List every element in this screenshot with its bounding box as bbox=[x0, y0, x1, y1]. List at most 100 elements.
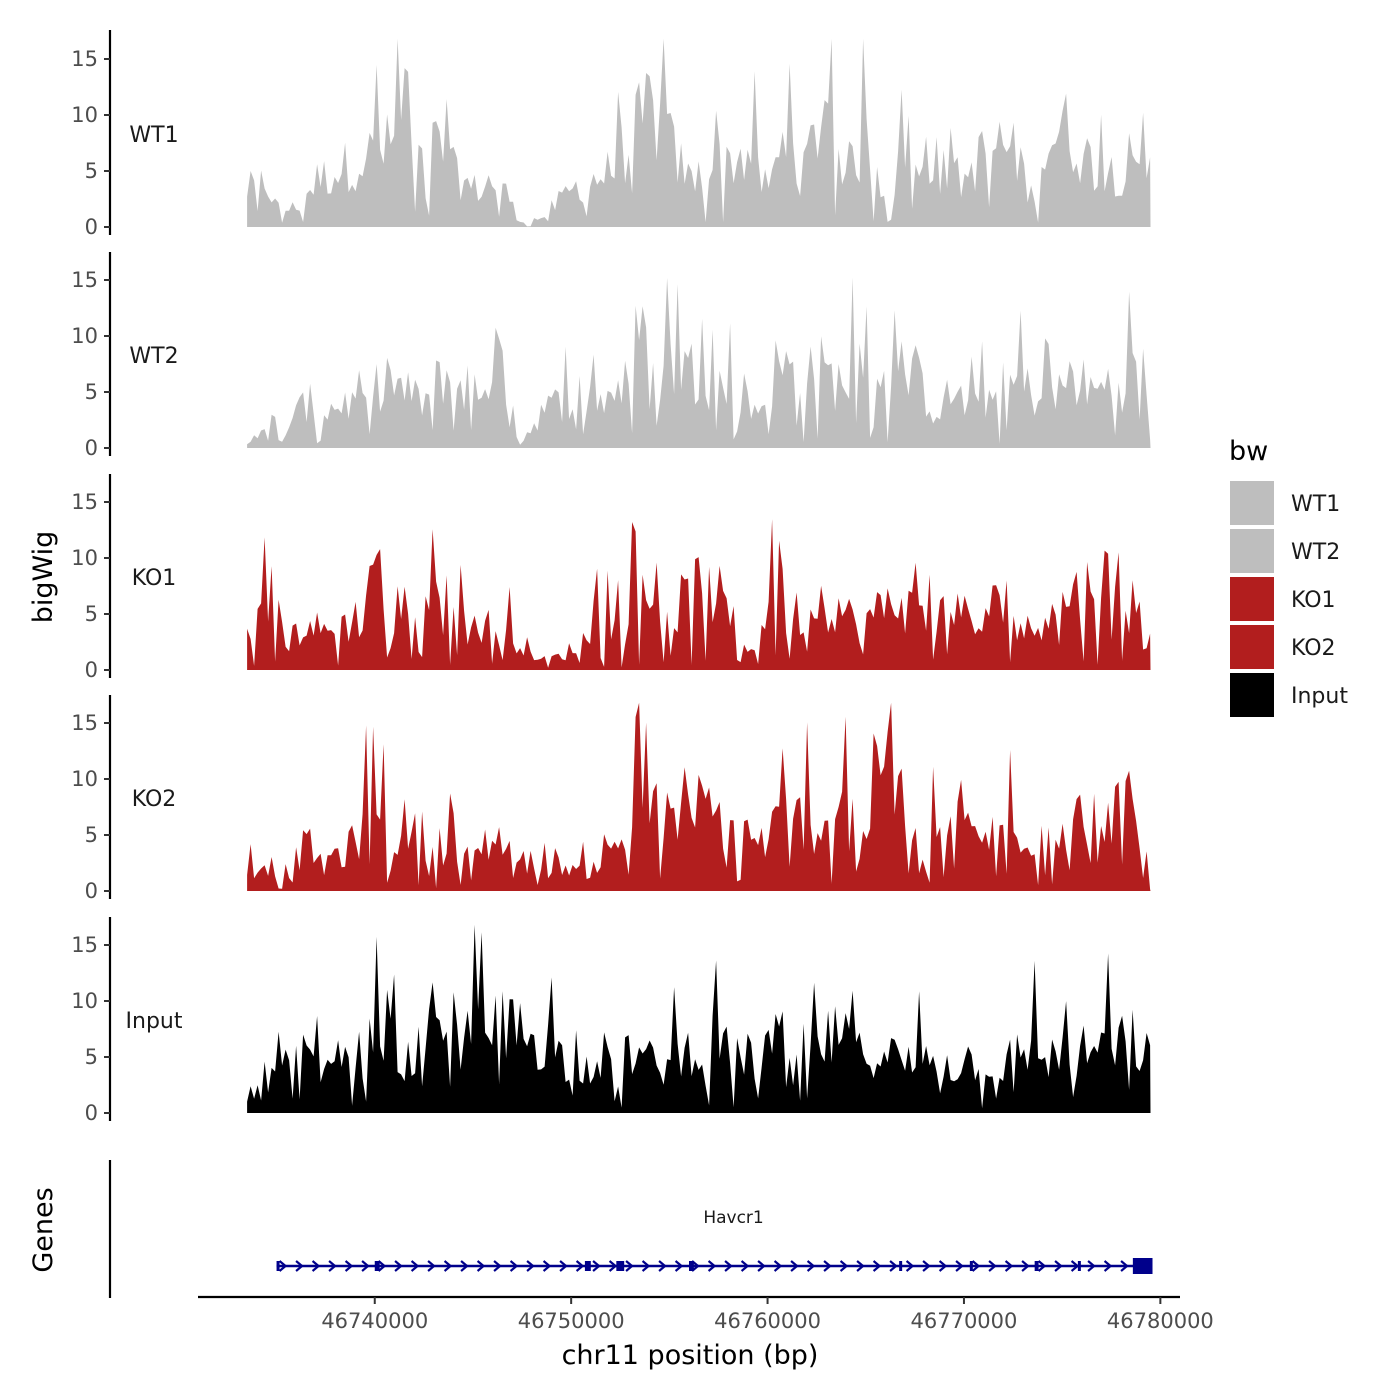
genes-axis-title: Genes bbox=[28, 1187, 59, 1272]
strand-arrow bbox=[1004, 1260, 1014, 1272]
strand-arrow bbox=[724, 1260, 733, 1272]
strand-arrow bbox=[278, 1260, 288, 1272]
y-tick-label: 0 bbox=[85, 1101, 98, 1125]
y-tick-label: 10 bbox=[71, 324, 98, 348]
legend: bw WT1 WT2 KO1 KO2 Input bbox=[1228, 436, 1348, 719]
strand-arrow bbox=[773, 1260, 783, 1272]
strand-arrow bbox=[394, 1260, 403, 1272]
signal-area-ko1 bbox=[247, 519, 1151, 670]
y-axis-title: bigWig bbox=[28, 531, 59, 624]
legend-label-ko1: KO1 bbox=[1291, 588, 1336, 613]
strand-arrow bbox=[1021, 1260, 1030, 1272]
y-tick-label: 10 bbox=[71, 989, 98, 1013]
signal-area-wt1 bbox=[247, 38, 1151, 227]
legend-label-wt1: WT1 bbox=[1291, 492, 1340, 517]
gene-exon bbox=[1034, 1261, 1039, 1271]
strand-arrow bbox=[559, 1260, 568, 1272]
y-tick-label: 5 bbox=[85, 380, 98, 404]
strand-arrow bbox=[757, 1260, 766, 1272]
strand-arrow bbox=[344, 1260, 354, 1272]
strand-arrow bbox=[674, 1260, 684, 1272]
strand-arrow bbox=[955, 1260, 964, 1272]
strand-arrow bbox=[707, 1260, 717, 1272]
strand-arrow bbox=[295, 1260, 304, 1272]
strand-arrow bbox=[443, 1260, 453, 1272]
strand-arrow bbox=[1037, 1260, 1047, 1272]
track-wt2: 0 5 10 15 WT2 bbox=[71, 252, 1151, 460]
y-tick-label: 15 bbox=[71, 268, 98, 292]
y-tick-label: 5 bbox=[85, 159, 98, 183]
gene-exon bbox=[689, 1261, 694, 1271]
gene-exon bbox=[1132, 1258, 1153, 1274]
strand-arrow bbox=[1087, 1260, 1096, 1272]
strand-arrow bbox=[476, 1260, 486, 1272]
signal-area-wt2 bbox=[247, 277, 1151, 448]
strand-arrow bbox=[361, 1260, 370, 1272]
legend-key-ko2 bbox=[1228, 623, 1276, 671]
signal-area-ko2 bbox=[247, 702, 1151, 891]
track-label-wt2: WT2 bbox=[129, 344, 178, 369]
strand-arrow bbox=[1120, 1260, 1129, 1272]
legend-key-wt2 bbox=[1228, 527, 1276, 575]
x-tick-label: 46740000 bbox=[321, 1309, 428, 1333]
track-ko1: 0 5 10 15 KO1 bbox=[71, 474, 1151, 682]
legend-title: bw bbox=[1229, 436, 1268, 467]
track-panels: 0 5 10 15 WT1 0 5 10 15 WT2 0 5 10 15 KO1 0 5 10 15 KO2 0 5 10… bbox=[71, 30, 1151, 1125]
strand-arrow bbox=[790, 1260, 799, 1272]
strand-arrow bbox=[905, 1260, 915, 1272]
track-label-ko2: KO2 bbox=[132, 787, 177, 812]
strand-arrow bbox=[641, 1260, 651, 1272]
y-tick-label: 0 bbox=[85, 215, 98, 239]
strand-arrow bbox=[427, 1260, 436, 1272]
y-tick-label: 0 bbox=[85, 879, 98, 903]
strand-arrow bbox=[856, 1260, 865, 1272]
track-wt1: 0 5 10 15 WT1 bbox=[71, 30, 1151, 239]
legend-label-wt2: WT2 bbox=[1291, 540, 1340, 565]
strand-arrow bbox=[1103, 1260, 1113, 1272]
strand-arrow bbox=[410, 1260, 420, 1272]
legend-label-input: Input bbox=[1291, 684, 1348, 709]
gene-exon bbox=[616, 1261, 625, 1271]
y-tick-label: 5 bbox=[85, 602, 98, 626]
gene-panel: Havcr1 bbox=[108, 1160, 1153, 1298]
strand-arrow bbox=[823, 1260, 832, 1272]
strand-arrow bbox=[460, 1260, 469, 1272]
x-axis: 46740000 46750000 46760000 46770000 46780000 bbox=[198, 1295, 1214, 1333]
x-tick-label: 46750000 bbox=[518, 1309, 625, 1333]
strand-arrow bbox=[806, 1260, 816, 1272]
legend-key-ko1 bbox=[1228, 575, 1276, 623]
y-tick-label: 15 bbox=[71, 47, 98, 71]
gene-exon bbox=[374, 1261, 380, 1271]
track-label-input: Input bbox=[126, 1009, 183, 1034]
strand-arrow bbox=[311, 1260, 321, 1272]
track-label-wt1: WT1 bbox=[129, 123, 178, 148]
y-tick-label: 5 bbox=[85, 1045, 98, 1069]
strand-arrow bbox=[938, 1260, 948, 1272]
y-tick-label: 0 bbox=[85, 436, 98, 460]
strand-arrow bbox=[872, 1260, 882, 1272]
strand-arrow bbox=[592, 1260, 601, 1272]
strand-arrow bbox=[493, 1260, 502, 1272]
strand-arrow bbox=[542, 1260, 552, 1272]
y-tick-label: 10 bbox=[71, 103, 98, 127]
gene-exon bbox=[276, 1261, 280, 1271]
y-tick-label: 10 bbox=[71, 546, 98, 570]
gene-exon bbox=[969, 1261, 973, 1271]
strand-arrow bbox=[922, 1260, 931, 1272]
strand-arrow bbox=[526, 1260, 535, 1272]
gene-label: Havcr1 bbox=[703, 1208, 763, 1228]
y-tick-label: 0 bbox=[85, 658, 98, 682]
y-tick-label: 15 bbox=[71, 933, 98, 957]
strand-arrow bbox=[1070, 1260, 1080, 1272]
strand-arrow bbox=[658, 1260, 667, 1272]
x-tick-label: 46770000 bbox=[911, 1309, 1018, 1333]
gene-exon bbox=[1077, 1261, 1081, 1271]
strand-arrow bbox=[575, 1260, 585, 1272]
legend-label-ko2: KO2 bbox=[1291, 636, 1336, 661]
strand-arrow bbox=[691, 1260, 700, 1272]
y-tick-label: 15 bbox=[71, 711, 98, 735]
track-ko2: 0 5 10 15 KO2 bbox=[71, 695, 1151, 903]
strand-arrow bbox=[509, 1260, 519, 1272]
strand-arrow bbox=[377, 1260, 387, 1272]
